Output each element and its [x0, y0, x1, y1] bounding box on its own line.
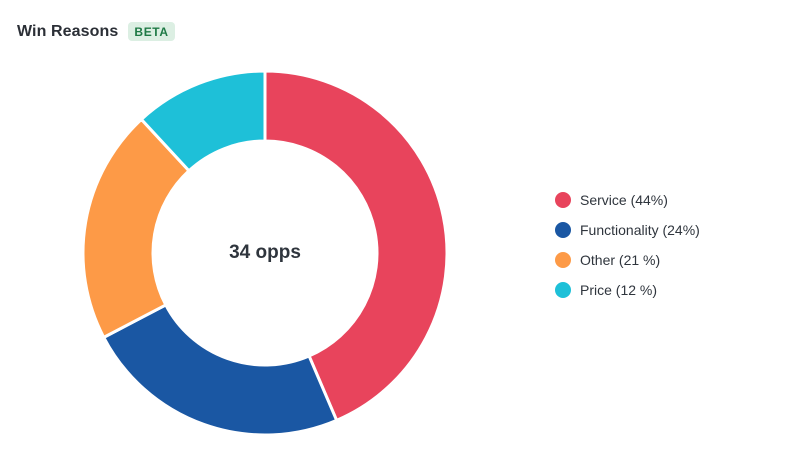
- legend-swatch: [555, 222, 571, 238]
- donut-slice-service[interactable]: [263, 69, 449, 422]
- chart-legend: Service (44%) Functionality (24%) Other (2…: [555, 185, 700, 305]
- donut-slice-price[interactable]: [139, 69, 267, 173]
- beta-badge: BETA: [128, 22, 175, 41]
- donut-slice-other[interactable]: [81, 117, 191, 339]
- legend-label: Price (12 %): [580, 282, 658, 298]
- legend-item-price[interactable]: Price (12 %): [555, 275, 700, 305]
- legend-item-other[interactable]: Other (21 %): [555, 245, 700, 275]
- legend-item-functionality[interactable]: Functionality (24%): [555, 215, 700, 245]
- legend-swatch: [555, 282, 571, 298]
- chart-header: Win Reasons BETA: [17, 22, 175, 41]
- chart-title: Win Reasons: [17, 22, 119, 40]
- donut-center-label: 34 opps: [229, 242, 301, 263]
- donut-slices: [81, 69, 449, 437]
- donut-slice-functionality[interactable]: [102, 303, 339, 437]
- legend-swatch: [555, 252, 571, 268]
- legend-item-service[interactable]: Service (44%): [555, 185, 700, 215]
- legend-label: Functionality (24%): [580, 222, 700, 238]
- legend-label: Service (44%): [580, 192, 668, 208]
- legend-swatch: [555, 192, 571, 208]
- legend-label: Other (21 %): [580, 252, 661, 268]
